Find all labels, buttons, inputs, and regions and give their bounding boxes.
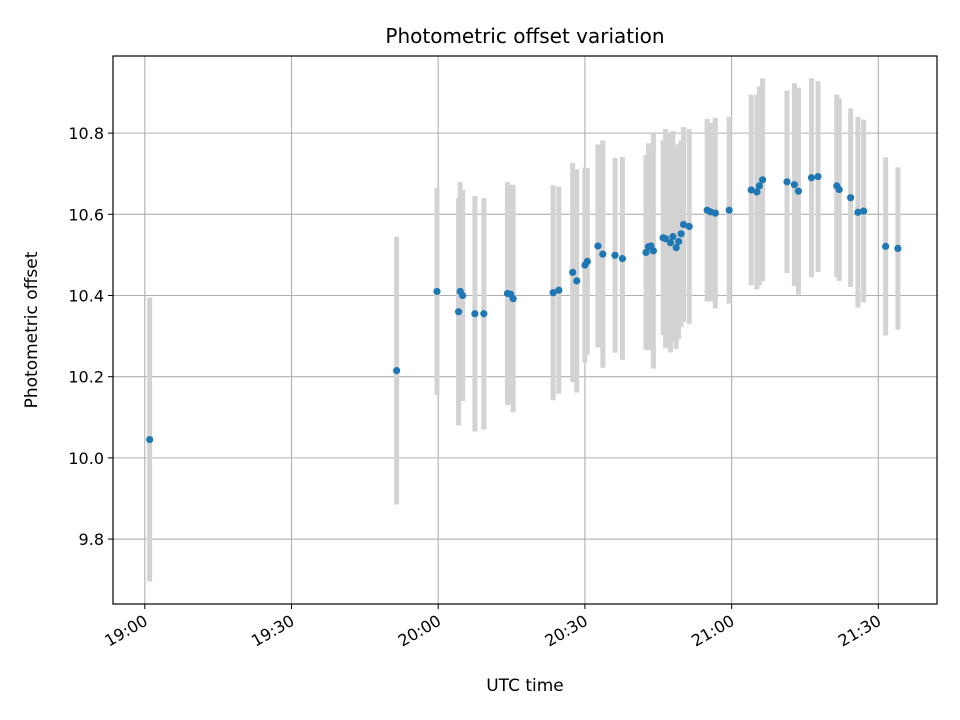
data-point	[882, 242, 890, 250]
plot-frame	[112, 55, 938, 605]
data-point	[573, 277, 581, 285]
data-point	[753, 188, 761, 196]
data-point	[677, 230, 685, 238]
data-point	[555, 286, 563, 294]
data-points	[146, 172, 902, 444]
data-point	[783, 178, 791, 186]
data-point	[471, 310, 479, 318]
data-point	[480, 310, 488, 318]
chart-title: Photometric offset variation	[385, 24, 664, 48]
data-point	[747, 186, 755, 194]
data-point	[666, 239, 675, 247]
data-point	[672, 243, 680, 252]
data-point	[459, 291, 467, 300]
data-point	[790, 181, 798, 189]
y-tick-label: 10.4	[68, 286, 104, 305]
data-point	[669, 233, 677, 241]
data-point	[679, 220, 688, 229]
data-point	[847, 194, 855, 202]
data-point	[146, 436, 154, 444]
data-point	[755, 182, 763, 190]
data-point	[894, 244, 902, 253]
y-tick-label: 10.6	[68, 205, 104, 224]
data-point	[807, 174, 816, 182]
data-point	[569, 268, 577, 276]
data-point	[685, 222, 693, 231]
data-point	[758, 176, 767, 184]
data-point	[814, 172, 822, 181]
y-axis-title: Photometric offset	[22, 251, 42, 408]
data-point	[549, 289, 557, 297]
y-tick-label: 10.2	[68, 368, 104, 387]
data-point	[393, 366, 401, 375]
data-point	[835, 185, 843, 194]
data-point	[642, 248, 650, 257]
data-point	[454, 308, 463, 316]
data-point	[509, 295, 517, 303]
data-point	[618, 254, 626, 263]
data-point	[583, 257, 591, 265]
data-point	[649, 247, 657, 255]
data-point	[611, 251, 619, 259]
y-tick-label: 9.8	[79, 530, 104, 549]
data-point	[433, 287, 441, 296]
x-axis-title: UTC time	[486, 676, 564, 696]
y-tick-label: 10.0	[68, 449, 104, 468]
data-point	[711, 209, 719, 217]
y-tick-label: 10.8	[68, 124, 104, 143]
data-point	[725, 206, 733, 214]
data-point	[675, 237, 683, 246]
data-point	[860, 207, 868, 215]
data-point	[661, 235, 670, 243]
data-point	[594, 242, 602, 250]
data-point	[599, 250, 607, 258]
data-point	[854, 208, 862, 216]
data-point	[794, 187, 803, 195]
